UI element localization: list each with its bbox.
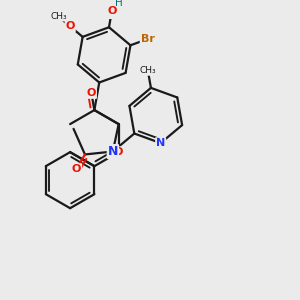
Text: Br: Br bbox=[141, 34, 154, 44]
Text: CH₃: CH₃ bbox=[140, 66, 156, 75]
Text: O: O bbox=[65, 21, 75, 32]
Text: N: N bbox=[108, 145, 118, 158]
Text: O: O bbox=[72, 164, 81, 174]
Text: O: O bbox=[107, 6, 117, 16]
Text: O: O bbox=[114, 147, 123, 157]
Text: O: O bbox=[87, 88, 96, 98]
Text: H: H bbox=[115, 0, 123, 8]
Text: CH₃: CH₃ bbox=[50, 12, 67, 21]
Text: N: N bbox=[156, 138, 165, 148]
